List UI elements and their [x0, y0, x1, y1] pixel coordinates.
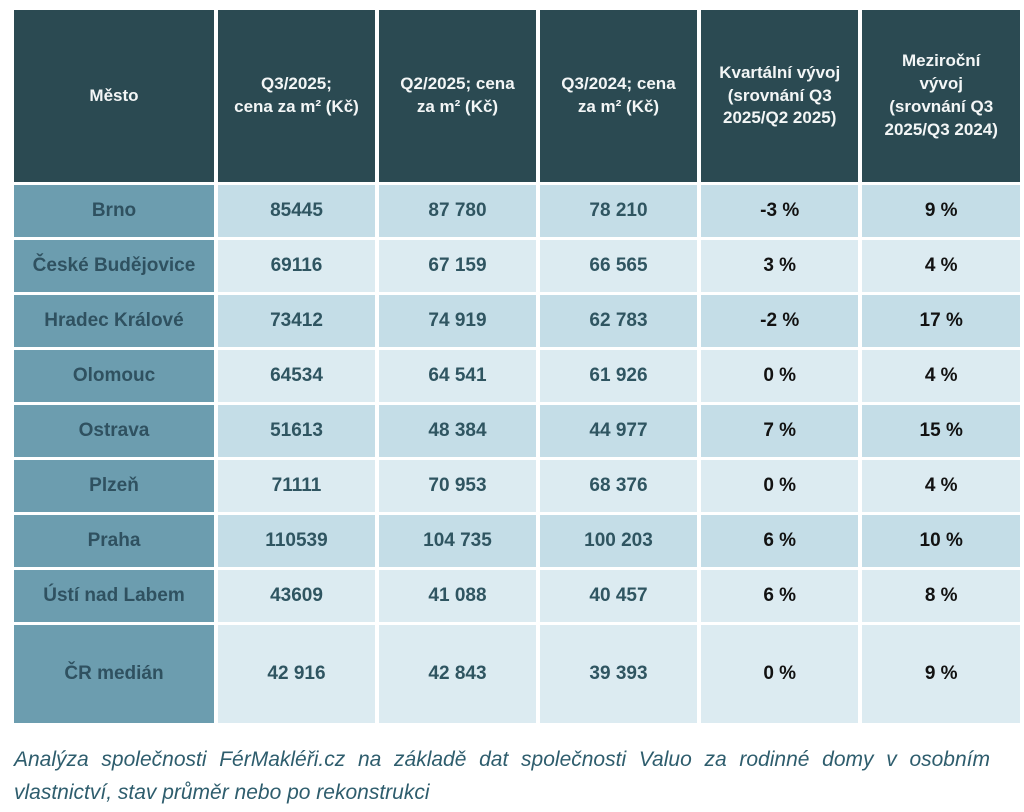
price-cell: 39 393 — [539, 625, 697, 723]
price-cell: 62 783 — [539, 295, 697, 347]
price-cell: 100 203 — [539, 515, 697, 567]
price-cell: 104 735 — [378, 515, 536, 567]
price-cell: 61 926 — [539, 350, 697, 402]
city-cell: ČR medián — [14, 625, 214, 723]
header-cell-q3-2024: Q3/2024; cena za m² (Kč) — [539, 10, 697, 182]
table-row-plzen: Plzeň 71111 70 953 68 376 0 % 4 % — [14, 460, 1020, 512]
city-cell: Brno — [14, 185, 214, 237]
price-cell: 110539 — [217, 515, 375, 567]
table-row-hradec-kralove: Hradec Králové 73412 74 919 62 783 -2 % … — [14, 295, 1020, 347]
header-cell-q3-2025: Q3/2025; cena za m² (Kč) — [217, 10, 375, 182]
table-row-olomouc: Olomouc 64534 64 541 61 926 0 % 4 % — [14, 350, 1020, 402]
price-cell: 51613 — [217, 405, 375, 457]
price-cell: 64 541 — [378, 350, 536, 402]
city-cell: Ostrava — [14, 405, 214, 457]
percent-cell: 10 % — [862, 515, 1020, 567]
percent-cell: 8 % — [862, 570, 1020, 622]
percent-cell: 6 % — [700, 515, 859, 567]
city-cell: Olomouc — [14, 350, 214, 402]
price-cell: 85445 — [217, 185, 375, 237]
footnote-line-1: Analýza společnosti FérMakléři.cz na zák… — [14, 748, 990, 771]
price-cell: 40 457 — [539, 570, 697, 622]
header-row: Město Q3/2025; cena za m² (Kč) Q2/2025; … — [14, 10, 1020, 182]
percent-cell: -2 % — [700, 295, 859, 347]
price-cell: 67 159 — [378, 240, 536, 292]
header-cell-q2-2025: Q2/2025; cena za m² (Kč) — [378, 10, 536, 182]
price-cell: 70 953 — [378, 460, 536, 512]
price-cell: 78 210 — [539, 185, 697, 237]
percent-cell: 0 % — [700, 460, 859, 512]
percent-cell: 9 % — [862, 625, 1020, 723]
percent-cell: 17 % — [862, 295, 1020, 347]
table-body: Brno 85445 87 780 78 210 -3 % 9 % České … — [14, 185, 1020, 723]
price-cell: 42 843 — [378, 625, 536, 723]
price-cell: 43609 — [217, 570, 375, 622]
header-cell-city: Město — [14, 10, 214, 182]
footnote-line-2: vlastnictví, stav průměr nebo po rekonst… — [14, 780, 430, 804]
city-cell: Ústí nad Labem — [14, 570, 214, 622]
percent-cell: -3 % — [700, 185, 859, 237]
city-cell: Hradec Králové — [14, 295, 214, 347]
source-footnote: Analýza společnosti FérMakléři.cz na zák… — [14, 744, 990, 809]
price-cell: 68 376 — [539, 460, 697, 512]
price-cell: 74 919 — [378, 295, 536, 347]
price-cell: 64534 — [217, 350, 375, 402]
percent-cell: 15 % — [862, 405, 1020, 457]
table-row-ceske-budejovice: České Budějovice 69116 67 159 66 565 3 %… — [14, 240, 1020, 292]
price-cell: 73412 — [217, 295, 375, 347]
percent-cell: 6 % — [700, 570, 859, 622]
percent-cell: 4 % — [862, 460, 1020, 512]
price-comparison-table: Město Q3/2025; cena za m² (Kč) Q2/2025; … — [10, 7, 1024, 726]
city-cell: Plzeň — [14, 460, 214, 512]
percent-cell: 9 % — [862, 185, 1020, 237]
table-header: Město Q3/2025; cena za m² (Kč) Q2/2025; … — [14, 10, 1020, 182]
table-row-praha: Praha 110539 104 735 100 203 6 % 10 % — [14, 515, 1020, 567]
percent-cell: 0 % — [700, 625, 859, 723]
price-cell: 71111 — [217, 460, 375, 512]
price-cell: 42 916 — [217, 625, 375, 723]
price-cell: 44 977 — [539, 405, 697, 457]
percent-cell: 7 % — [700, 405, 859, 457]
table-row-ostrava: Ostrava 51613 48 384 44 977 7 % 15 % — [14, 405, 1020, 457]
percent-cell: 3 % — [700, 240, 859, 292]
table-row-brno: Brno 85445 87 780 78 210 -3 % 9 % — [14, 185, 1020, 237]
header-cell-quarterly: Kvartální vývoj (srovnání Q3 2025/Q2 202… — [700, 10, 859, 182]
table-row-cr-median: ČR medián 42 916 42 843 39 393 0 % 9 % — [14, 625, 1020, 723]
header-cell-yearly: Meziroční vývoj (srovnání Q3 2025/Q3 202… — [862, 10, 1020, 182]
percent-cell: 4 % — [862, 240, 1020, 292]
percent-cell: 4 % — [862, 350, 1020, 402]
price-cell: 87 780 — [378, 185, 536, 237]
price-cell: 66 565 — [539, 240, 697, 292]
price-cell: 48 384 — [378, 405, 536, 457]
percent-cell: 0 % — [700, 350, 859, 402]
city-cell: Praha — [14, 515, 214, 567]
table-row-usti-nad-labem: Ústí nad Labem 43609 41 088 40 457 6 % 8… — [14, 570, 1020, 622]
city-cell: České Budějovice — [14, 240, 214, 292]
price-cell: 41 088 — [378, 570, 536, 622]
price-cell: 69116 — [217, 240, 375, 292]
